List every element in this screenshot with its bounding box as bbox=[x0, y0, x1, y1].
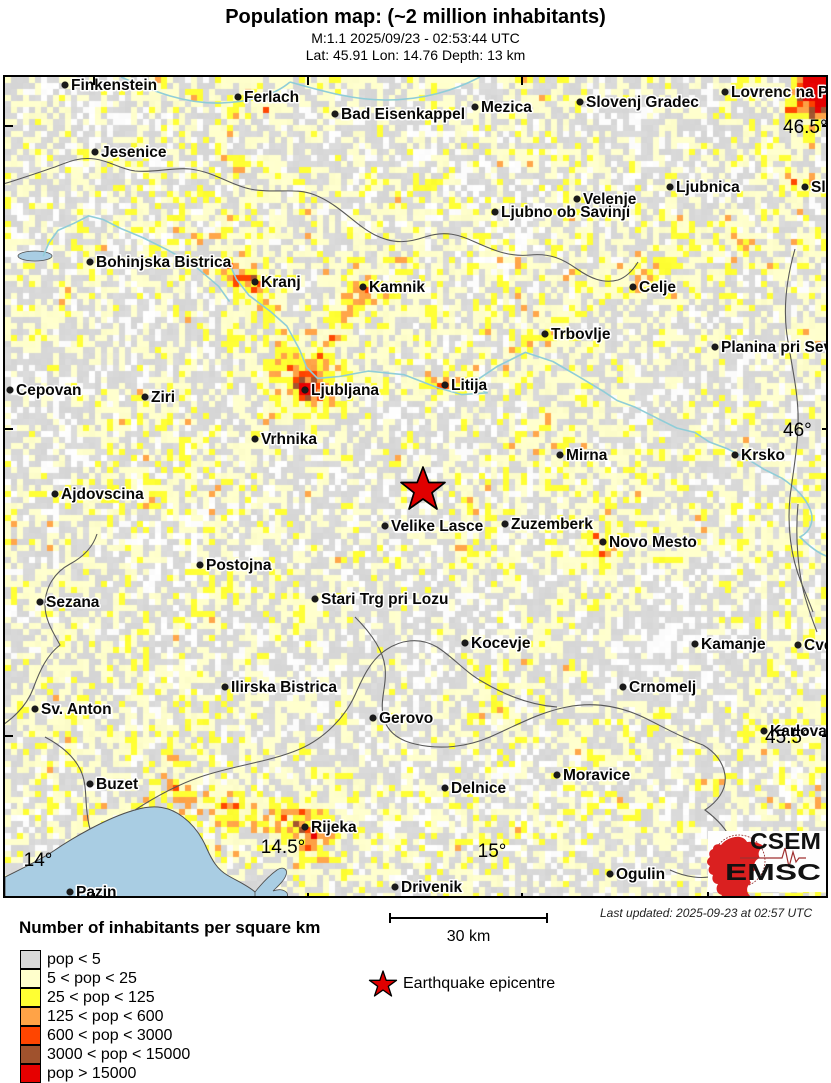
svg-text:Trbovlje: Trbovlje bbox=[551, 326, 611, 343]
svg-text:Planina pri Sevnici: Planina pri Sevnici bbox=[721, 339, 828, 356]
svg-text:Stari Trg pri Lozu: Stari Trg pri Lozu bbox=[321, 591, 448, 608]
svg-text:Gerovo: Gerovo bbox=[379, 710, 433, 727]
svg-text:Velenje: Velenje bbox=[583, 191, 637, 208]
svg-text:Delnice: Delnice bbox=[451, 780, 507, 797]
svg-text:Slovenska Bistrica: Slovenska Bistrica bbox=[811, 179, 828, 196]
svg-text:46°: 46° bbox=[783, 420, 812, 441]
svg-text:15°: 15° bbox=[478, 841, 507, 862]
svg-text:Buzet: Buzet bbox=[96, 776, 138, 793]
svg-text:Ajdovscina: Ajdovscina bbox=[61, 486, 144, 503]
svg-text:Novo Mesto: Novo Mesto bbox=[609, 534, 697, 551]
svg-text:EMSC: EMSC bbox=[725, 859, 821, 885]
svg-text:Celje: Celje bbox=[639, 279, 676, 296]
svg-text:45.5°: 45.5° bbox=[765, 727, 810, 748]
svg-text:Moravice: Moravice bbox=[563, 767, 631, 784]
svg-text:Pazin: Pazin bbox=[76, 884, 116, 898]
svg-text:Mirna: Mirna bbox=[566, 447, 608, 464]
svg-text:Kocevje: Kocevje bbox=[471, 635, 531, 652]
svg-text:Kamanje: Kamanje bbox=[701, 636, 766, 653]
svg-text:Bohinjska Bistrica: Bohinjska Bistrica bbox=[96, 254, 232, 271]
svg-text:Crnomelj: Crnomelj bbox=[629, 679, 696, 696]
svg-text:Kranj: Kranj bbox=[261, 274, 301, 291]
svg-text:Cepovan: Cepovan bbox=[16, 382, 81, 399]
svg-text:Bad Eisenkappel: Bad Eisenkappel bbox=[341, 106, 465, 123]
svg-text:Finkenstein: Finkenstein bbox=[71, 77, 157, 94]
svg-text:Ljubnica: Ljubnica bbox=[676, 179, 740, 196]
svg-text:Litija: Litija bbox=[451, 377, 488, 394]
svg-text:Ziri: Ziri bbox=[151, 389, 175, 406]
svg-text:Slovenj Gradec: Slovenj Gradec bbox=[586, 94, 699, 111]
svg-text:Vrhnika: Vrhnika bbox=[261, 431, 317, 448]
svg-text:Lovrenc na Pohorju: Lovrenc na Pohorju bbox=[731, 84, 828, 101]
svg-text:Rijeka: Rijeka bbox=[311, 819, 357, 836]
svg-text:Velike Lasce: Velike Lasce bbox=[391, 518, 484, 535]
svg-text:Sv. Anton: Sv. Anton bbox=[41, 701, 112, 718]
svg-text:Cvetkovici: Cvetkovici bbox=[804, 637, 828, 654]
svg-text:Postojna: Postojna bbox=[206, 557, 272, 574]
svg-text:Drivenik: Drivenik bbox=[401, 879, 463, 896]
svg-text:Ilirska Bistrica: Ilirska Bistrica bbox=[231, 679, 337, 696]
svg-text:14.5°: 14.5° bbox=[261, 837, 306, 858]
svg-text:Ferlach: Ferlach bbox=[244, 89, 299, 106]
svg-text:14°: 14° bbox=[24, 850, 53, 871]
svg-text:Jesenice: Jesenice bbox=[101, 144, 167, 161]
svg-text:46.5°: 46.5° bbox=[783, 117, 828, 138]
svg-text:Mezica: Mezica bbox=[481, 99, 532, 116]
svg-text:Kamnik: Kamnik bbox=[369, 279, 425, 296]
svg-text:Ogulin: Ogulin bbox=[616, 866, 665, 883]
svg-text:Sezana: Sezana bbox=[46, 594, 100, 611]
svg-text:Ljubljana: Ljubljana bbox=[311, 382, 379, 399]
svg-text:Zuzemberk: Zuzemberk bbox=[511, 516, 593, 533]
svg-text:Krsko: Krsko bbox=[741, 447, 785, 464]
